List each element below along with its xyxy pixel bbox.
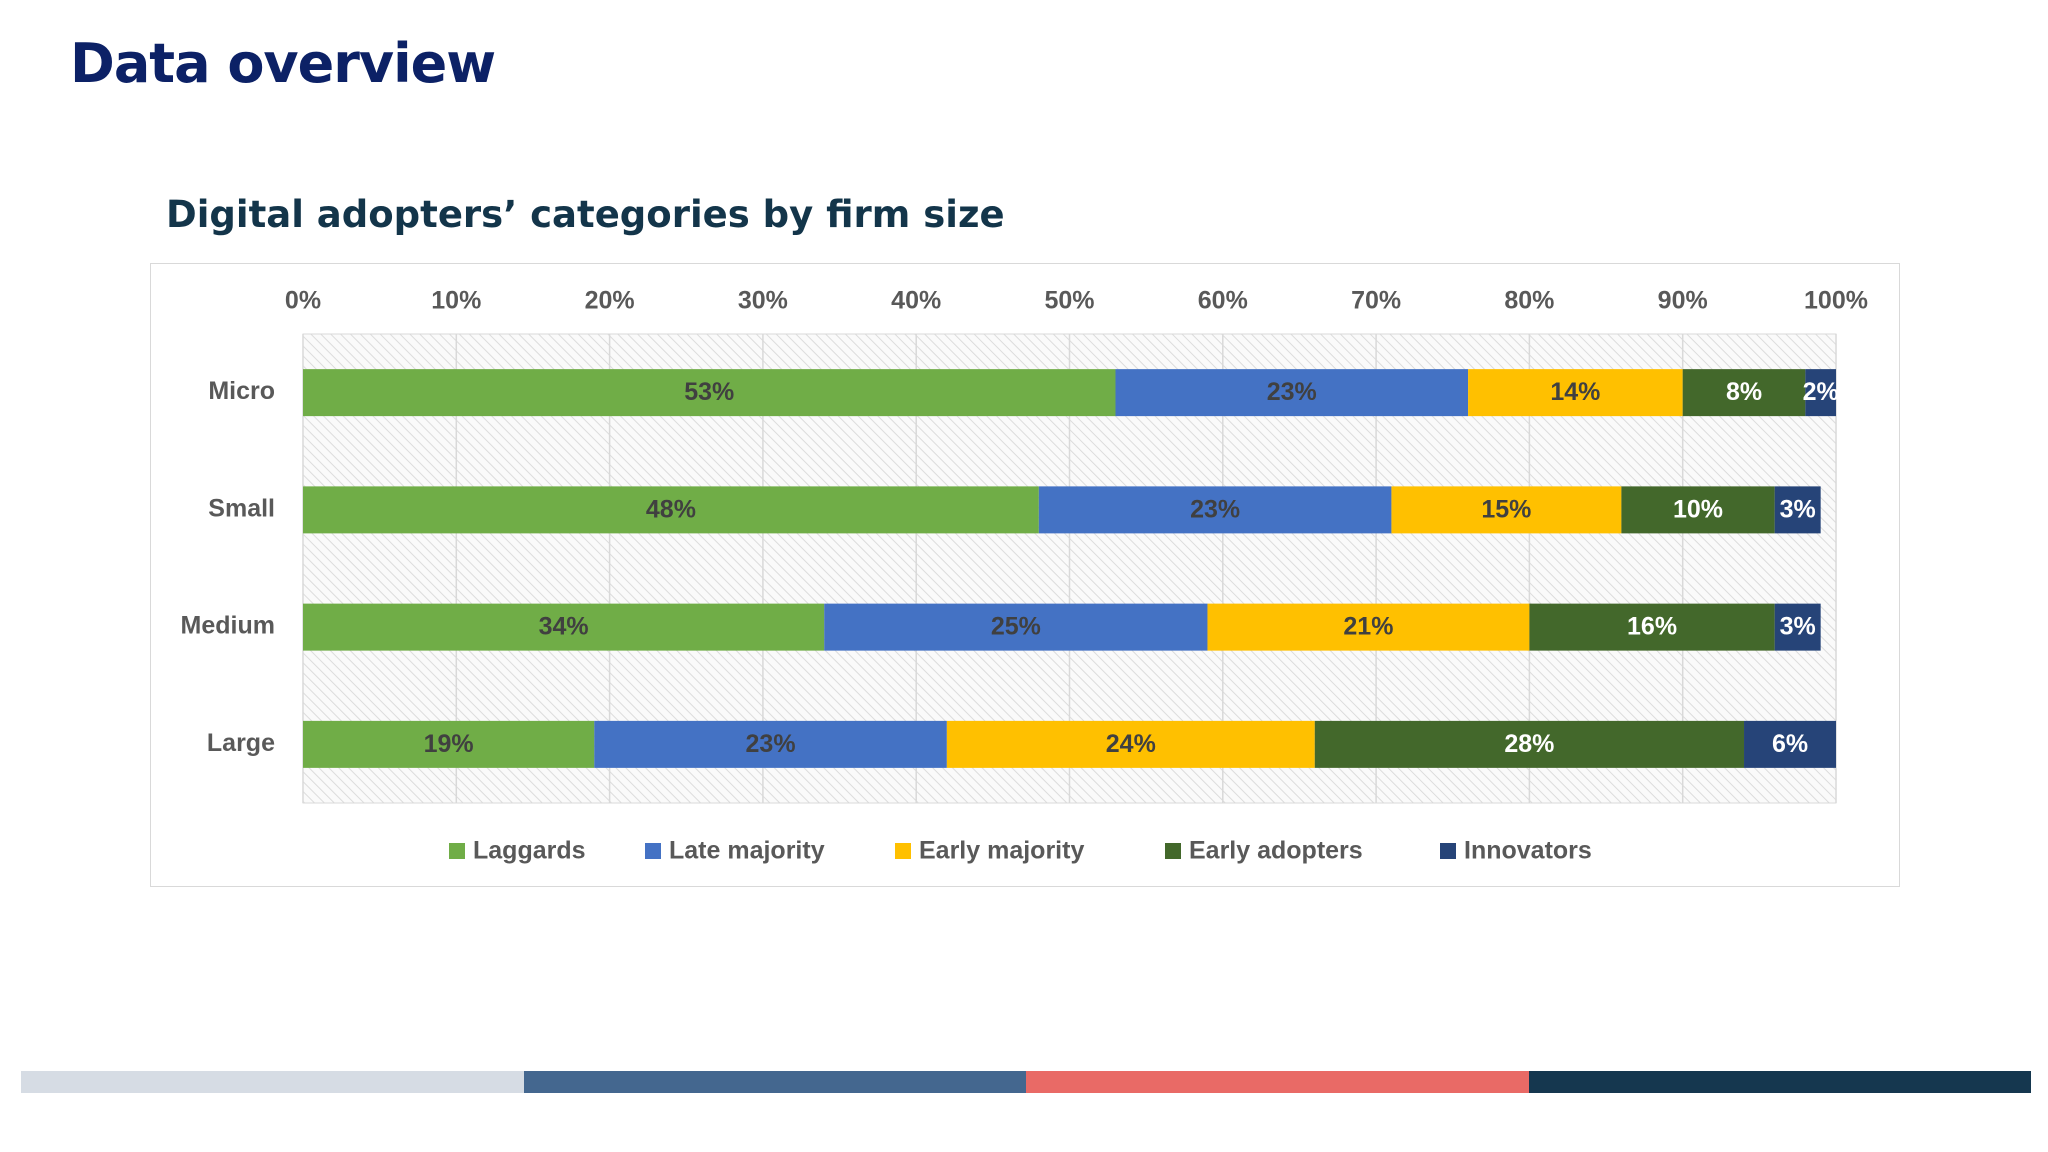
- bar-segment: [1468, 369, 1683, 417]
- legend-label: Late majority: [669, 837, 825, 865]
- data-label: 2%: [1803, 378, 1839, 406]
- data-label: 3%: [1780, 495, 1816, 523]
- x-tick-label: 40%: [891, 287, 941, 315]
- legend-item: Early majority: [895, 837, 1084, 865]
- data-label: 34%: [539, 613, 589, 641]
- legend-swatch: [449, 843, 465, 859]
- x-tick-label: 20%: [585, 287, 635, 315]
- legend-label: Early adopters: [1189, 837, 1363, 865]
- data-label: 53%: [684, 378, 734, 406]
- color-bar-segment: [1026, 1071, 1529, 1093]
- legend-swatch: [1165, 843, 1181, 859]
- legend-label: Innovators: [1464, 837, 1592, 865]
- x-tick-label: 100%: [1804, 287, 1868, 315]
- bar-segment: [303, 720, 595, 768]
- data-label: 8%: [1726, 378, 1762, 406]
- decorative-color-bar: [21, 1071, 2031, 1093]
- color-bar-segment: [523, 1071, 1026, 1093]
- data-label: 10%: [1673, 495, 1723, 523]
- x-tick-label: 30%: [738, 287, 788, 315]
- category-label-micro: Micro: [208, 377, 275, 405]
- data-label: 25%: [991, 613, 1041, 641]
- bar-segment: [1744, 720, 1836, 768]
- category-label-large: Large: [207, 729, 275, 757]
- legend-swatch: [895, 843, 911, 859]
- legend-swatch: [645, 843, 661, 859]
- color-bar-segment: [1528, 1071, 2031, 1093]
- bar-segment: [303, 603, 825, 651]
- bar-segment: [303, 369, 1116, 417]
- x-tick-label: 70%: [1351, 287, 1401, 315]
- data-label: 23%: [746, 730, 796, 758]
- data-label: 28%: [1504, 730, 1554, 758]
- legend-label: Early majority: [919, 837, 1084, 865]
- bar-segment: [1621, 486, 1775, 534]
- x-tick-label: 90%: [1658, 287, 1708, 315]
- bar-segment: [1115, 369, 1469, 417]
- data-label: 48%: [646, 495, 696, 523]
- x-tick-label: 0%: [285, 287, 321, 315]
- bar-segment: [1805, 369, 1836, 417]
- bar-segment: [1038, 486, 1392, 534]
- data-label: 23%: [1267, 378, 1317, 406]
- bar-segment: [946, 720, 1315, 768]
- bar-segment: [1391, 486, 1622, 534]
- bar-segment: [1207, 603, 1530, 651]
- legend-item: Laggards: [449, 837, 586, 865]
- bar-segment: [1314, 720, 1745, 768]
- data-label: 16%: [1627, 613, 1677, 641]
- bar-segment: [594, 720, 947, 768]
- x-tick-label: 10%: [431, 287, 481, 315]
- data-label: 15%: [1481, 495, 1531, 523]
- bar-segment: [824, 603, 1208, 651]
- legend-item: Late majority: [645, 837, 825, 865]
- bar-segment: [1682, 369, 1806, 417]
- bar-segment: [1529, 603, 1775, 651]
- category-label-small: Small: [208, 494, 275, 522]
- slide-title: Data overview: [70, 32, 496, 95]
- data-label: 3%: [1780, 613, 1816, 641]
- x-tick-label: 50%: [1044, 287, 1094, 315]
- bar-segment: [1774, 486, 1821, 534]
- legend-item: Early adopters: [1165, 837, 1363, 865]
- chart-title: Digital adopters’ categories by firm siz…: [166, 193, 1005, 236]
- legend-item: Innovators: [1440, 837, 1592, 865]
- color-bar-segment: [21, 1071, 524, 1093]
- category-label-medium: Medium: [181, 612, 275, 640]
- bar-segment: [1774, 603, 1821, 651]
- x-tick-label: 60%: [1198, 287, 1248, 315]
- chart-area: 0% 10% 20% 30% 40% 50% 60% 70% 80% 90% 100% Micro S…: [150, 263, 1900, 887]
- stacked-bar-chart: 0% 10% 20% 30% 40% 50% 60% 70% 80% 90% 100% Micro S…: [181, 287, 1868, 865]
- x-tick-label: 80%: [1504, 287, 1554, 315]
- data-label: 19%: [424, 730, 474, 758]
- legend-swatch: [1440, 843, 1456, 859]
- data-label: 24%: [1106, 730, 1156, 758]
- data-label: 21%: [1343, 613, 1393, 641]
- legend-label: Laggards: [473, 837, 586, 865]
- bar-segment: [303, 486, 1039, 534]
- data-label: 14%: [1550, 378, 1600, 406]
- data-label: 6%: [1772, 730, 1808, 758]
- data-label: 23%: [1190, 495, 1240, 523]
